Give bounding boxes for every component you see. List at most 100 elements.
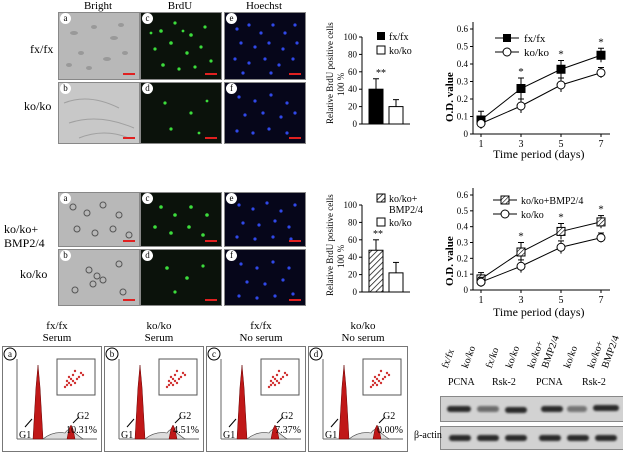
legend-label-bmp-2: BMP2/4 — [389, 205, 423, 216]
micro-bright-koko-2: b — [58, 249, 140, 306]
scatter-inset — [362, 358, 402, 396]
g2-peak — [168, 424, 178, 440]
loading-control-label: β-actin — [414, 430, 442, 441]
scale-bar — [123, 240, 135, 242]
g2-arrow — [378, 416, 386, 424]
legend-label-bmp: ko/ko+BMP2/4 — [521, 196, 583, 207]
significance-star: * — [598, 36, 604, 48]
hoechst-nuclei — [233, 23, 299, 75]
panel-letter: e — [226, 193, 237, 204]
scale-bar — [289, 137, 301, 139]
scatter-point — [275, 373, 279, 377]
g1-label: G1 — [121, 430, 133, 441]
g1-label: G1 — [325, 430, 337, 441]
legend-swatch-bmp — [376, 193, 386, 203]
scatter-point — [283, 371, 287, 375]
bar-chart-top: Relative BrdU positive cells 100 % 0 20 40… — [325, 22, 412, 129]
g1-arrow — [126, 418, 135, 428]
brdu-nuclei — [163, 99, 209, 135]
scatter-point — [167, 383, 171, 387]
scale-bar — [205, 299, 217, 301]
scatter-point — [165, 385, 169, 389]
scatter-point — [379, 369, 383, 373]
scatter-point — [69, 383, 73, 387]
y-tick-label: 0 — [353, 119, 358, 129]
y-tick-label: 20 — [348, 270, 358, 280]
significance-marker: ** — [376, 68, 386, 79]
bar — [388, 272, 404, 293]
legend-label-koko: ko/ko — [389, 218, 412, 229]
data-point — [556, 226, 566, 236]
y-tick-label: 0 — [353, 287, 358, 297]
flow-histogram: b G1 G2 4.51% — [105, 347, 199, 441]
y-tick-label: 0.2 — [457, 253, 468, 263]
y-axis-label-unit: 100 % — [336, 244, 346, 268]
legend-label-koko: ko/ko — [389, 46, 412, 57]
g1-peak — [134, 364, 146, 440]
micro-hoechst-koko-2: f — [224, 249, 306, 306]
data-point — [596, 217, 606, 227]
micro-bright-bmp: a — [58, 192, 140, 247]
scatter-point — [377, 379, 381, 383]
brdu-nuclei — [149, 21, 213, 71]
lane-label: ko/ko — [562, 344, 581, 370]
panel-letter: b — [60, 250, 71, 261]
y-tick-label: 0.6 — [457, 24, 469, 34]
y-tick-label: 0.2 — [457, 94, 468, 104]
western-blot: fx/fx ko/ko fx/ko ko/ko ko/ko+ BMP2/4 ko/ko ko/… — [440, 330, 623, 450]
flow-histogram-panel: a G1 G2 10.31% — [2, 346, 102, 452]
g2-peak — [372, 424, 382, 440]
scatter-point — [383, 375, 387, 379]
scatter-point — [179, 375, 183, 379]
y-axis-label-unit: 100 % — [336, 72, 346, 96]
scatter-point — [71, 379, 75, 383]
flow-title-condition: No serum — [239, 332, 283, 344]
data-point — [516, 261, 526, 271]
significance-star: * — [518, 66, 524, 78]
hoechst-nuclei — [235, 201, 297, 241]
band — [477, 406, 499, 412]
scatter-point — [273, 377, 277, 381]
panel-letter: f — [226, 250, 237, 261]
micro-hoechst-bmp: e — [224, 192, 306, 247]
scatter-point — [173, 373, 177, 377]
g1-peak — [338, 364, 350, 440]
x-tick-label: 1 — [479, 139, 484, 150]
scatter-point — [71, 373, 75, 377]
brdu-nuclei — [153, 205, 209, 237]
scatter-point — [271, 375, 275, 379]
g2-arrow — [276, 416, 284, 424]
row-label-koko-2: ko/ko — [20, 267, 48, 281]
scatter-point — [167, 379, 171, 383]
line-chart-bottom: O.D. value 0 0.1 0.2 0.3 0.4 0.5 0.6 1 3 5 7 * * * T… — [444, 188, 610, 319]
scatter-point — [285, 373, 289, 377]
y-tick-label: 0.4 — [457, 59, 469, 69]
cell-texture — [63, 98, 135, 139]
band — [593, 405, 619, 411]
scatter-point — [279, 377, 283, 381]
micro-bright-fxfx: a — [58, 12, 140, 80]
scatter-point — [269, 379, 273, 383]
g1-arrow — [330, 418, 339, 428]
panel-letter: c — [212, 349, 216, 359]
y-tick-label: 60 — [348, 235, 358, 245]
x-tick-label: 5 — [559, 139, 564, 150]
scatter-point — [175, 369, 179, 373]
legend-label-koko: ko/ko — [524, 47, 550, 59]
line-chart-top: O.D. value 0 0.1 0.2 0.3 0.4 0.5 0.6 1 3 5 7 * * * T… — [444, 22, 610, 161]
panel-letter: c — [142, 193, 153, 204]
y-axis-label: Relative BrdU positive cells — [325, 22, 335, 124]
scatter-point — [169, 381, 173, 385]
scatter-point — [269, 383, 273, 387]
series-line — [480, 54, 602, 121]
band — [447, 406, 471, 412]
scale-bar — [289, 73, 301, 75]
scatter-point — [69, 377, 73, 381]
legend-marker-bmp — [500, 195, 510, 205]
flow-histogram-panel: c G1 G2 7.37% — [206, 346, 306, 452]
flow-title-condition: Serum — [42, 332, 72, 344]
scale-bar — [289, 240, 301, 242]
y-tick-label: 20 — [348, 102, 358, 112]
scatter-point — [173, 379, 177, 383]
scatter-point — [79, 371, 83, 375]
